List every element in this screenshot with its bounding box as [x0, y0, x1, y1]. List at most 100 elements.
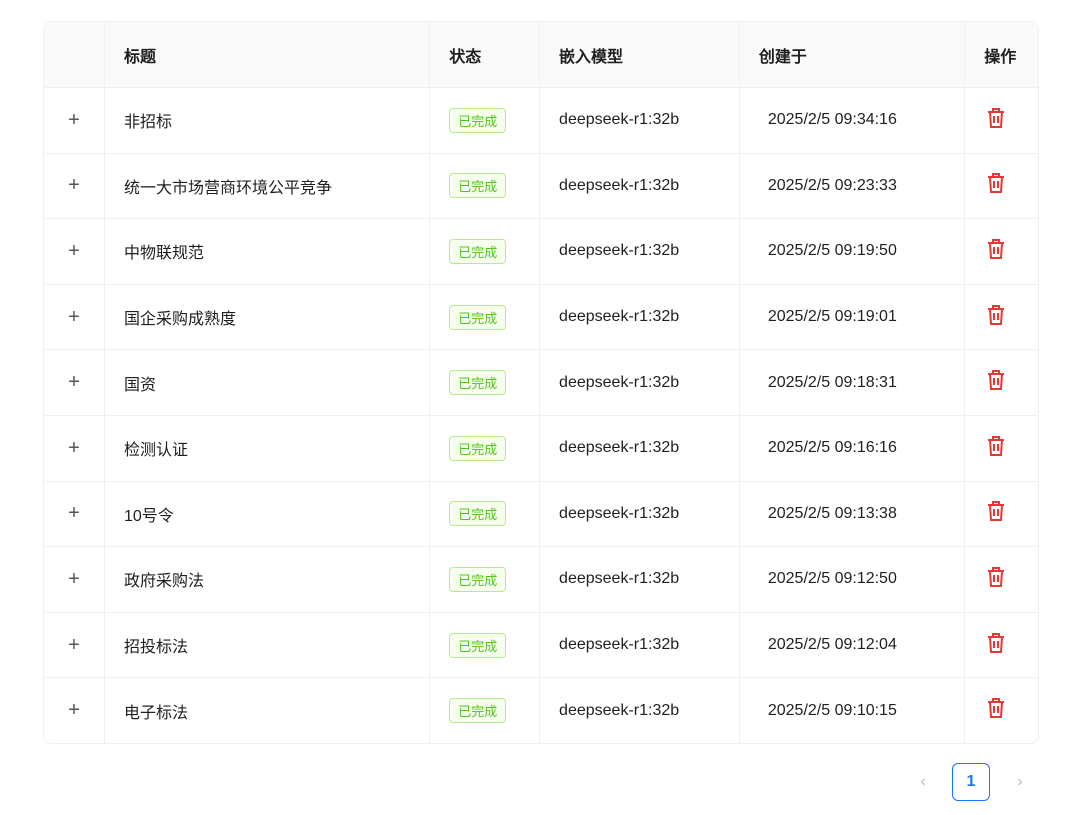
plus-icon[interactable]: + [68, 502, 80, 525]
action-cell [965, 285, 1038, 351]
column-header [44, 22, 105, 88]
trash-icon[interactable] [986, 435, 1006, 462]
status-badge: 已完成 [449, 173, 507, 199]
plus-icon[interactable]: + [68, 699, 80, 722]
status-cell: 已完成 [430, 153, 541, 220]
table-row: + 检测认证 已完成 deepseek-r1:32b 2025/2/5 09:1… [44, 415, 1038, 482]
status-badge: 已完成 [449, 435, 507, 461]
table-row: + 中物联规范 已完成 deepseek-r1:32b 2025/2/5 09:… [44, 219, 1038, 285]
model-cell: deepseek-r1:32b [540, 219, 740, 285]
model-cell: deepseek-r1:32b [540, 350, 740, 416]
action-cell [965, 350, 1038, 416]
action-cell [965, 613, 1038, 679]
trash-icon[interactable] [986, 172, 1006, 199]
title-cell: 招投标法 [105, 612, 431, 679]
title-cell: 国企采购成熟度 [105, 284, 431, 351]
status-cell: 已完成 [430, 678, 541, 743]
knowledge-base-table: 标题 状态 嵌入模型 创建于 操作 + 非招标 已完成 deepseek-r1:32b … [43, 21, 1039, 744]
status-badge: 已完成 [449, 238, 507, 264]
status-cell: 已完成 [430, 415, 541, 482]
title-cell: 非招标 [105, 88, 431, 154]
title-cell: 国资 [105, 350, 431, 416]
title-cell: 电子标法 [105, 678, 431, 743]
trash-icon[interactable] [986, 632, 1006, 659]
created-cell: 2025/2/5 09:19:01 [739, 284, 966, 351]
plus-icon[interactable]: + [68, 174, 80, 197]
model-cell: deepseek-r1:32b [540, 481, 740, 548]
plus-icon[interactable]: + [68, 239, 80, 262]
table-row: + 非招标 已完成 deepseek-r1:32b 2025/2/5 09:34… [44, 88, 1038, 154]
action-cell [965, 482, 1038, 548]
plus-icon[interactable]: + [68, 305, 80, 328]
status-cell: 已完成 [430, 219, 541, 285]
status-badge: 已完成 [449, 698, 507, 724]
prev-page-button[interactable]: ‹ [908, 763, 938, 801]
action-cell [965, 219, 1038, 285]
created-cell: 2025/2/5 09:19:50 [739, 219, 966, 285]
plus-icon[interactable]: + [68, 436, 80, 459]
table-row: + 政府采购法 已完成 deepseek-r1:32b 2025/2/5 09:… [44, 547, 1038, 613]
model-cell: deepseek-r1:32b [540, 284, 740, 351]
plus-icon[interactable]: + [68, 633, 80, 656]
trash-icon[interactable] [986, 566, 1006, 593]
trash-icon[interactable] [986, 369, 1006, 396]
title-cell: 检测认证 [105, 415, 431, 482]
created-cell: 2025/2/5 09:18:31 [739, 350, 966, 416]
created-cell: 2025/2/5 09:13:38 [739, 481, 966, 548]
column-header: 嵌入模型 [540, 22, 740, 88]
plus-icon[interactable]: + [68, 108, 80, 131]
title-cell: 中物联规范 [105, 219, 431, 285]
trash-icon[interactable] [986, 107, 1006, 134]
trash-icon[interactable] [986, 304, 1006, 331]
action-cell [965, 154, 1038, 220]
status-badge: 已完成 [449, 370, 507, 396]
action-cell [965, 416, 1038, 482]
created-cell: 2025/2/5 09:10:15 [740, 678, 966, 743]
created-cell: 2025/2/5 09:23:33 [739, 153, 966, 220]
table-row: + 统一大市场营商环境公平竞争 已完成 deepseek-r1:32b 2025… [44, 153, 1038, 220]
title-cell: 统一大市场营商环境公平竞争 [105, 153, 431, 220]
table-row: + 国资 已完成 deepseek-r1:32b 2025/2/5 09:18:… [44, 350, 1038, 416]
trash-icon[interactable] [986, 500, 1006, 527]
status-cell: 已完成 [430, 612, 541, 679]
model-cell: deepseek-r1:32b [540, 153, 740, 220]
status-badge: 已完成 [449, 632, 507, 658]
model-cell: deepseek-r1:32b [540, 612, 740, 679]
model-cell: deepseek-r1:32b [540, 678, 740, 743]
table-row: + 国企采购成熟度 已完成 deepseek-r1:32b 2025/2/5 0… [44, 284, 1038, 351]
status-cell: 已完成 [430, 284, 541, 351]
action-cell [965, 547, 1038, 613]
title-cell: 10号令 [105, 481, 431, 548]
created-cell: 2025/2/5 09:12:50 [739, 547, 966, 613]
status-cell: 已完成 [430, 350, 541, 416]
column-header: 创建于 [739, 22, 966, 88]
model-cell: deepseek-r1:32b [540, 415, 740, 482]
status-badge: 已完成 [449, 304, 507, 330]
status-cell: 已完成 [430, 88, 541, 154]
created-cell: 2025/2/5 09:12:04 [739, 612, 966, 679]
status-cell: 已完成 [430, 481, 541, 548]
plus-icon[interactable]: + [68, 371, 80, 394]
status-badge: 已完成 [449, 566, 507, 592]
table-header: 标题 状态 嵌入模型 创建于 操作 [44, 22, 1038, 88]
trash-icon[interactable] [986, 697, 1006, 724]
table-row: + 10号令 已完成 deepseek-r1:32b 2025/2/5 09:1… [44, 481, 1038, 548]
trash-icon[interactable] [986, 238, 1006, 265]
table-row: + 电子标法 已完成 deepseek-r1:32b 2025/2/5 09:1… [44, 678, 1038, 743]
model-cell: deepseek-r1:32b [540, 88, 740, 154]
page-1-button[interactable]: 1 [952, 763, 990, 801]
column-header: 标题 [105, 22, 431, 88]
action-cell [965, 88, 1038, 154]
created-cell: 2025/2/5 09:34:16 [739, 88, 966, 154]
plus-icon[interactable]: + [68, 567, 80, 590]
title-cell: 政府采购法 [105, 547, 431, 613]
chevron-left-icon: ‹ [920, 773, 926, 790]
column-header: 操作 [965, 22, 1038, 88]
action-cell [965, 678, 1038, 743]
next-page-button[interactable]: › [1005, 763, 1035, 801]
model-cell: deepseek-r1:32b [540, 547, 740, 613]
status-badge: 已完成 [449, 501, 507, 527]
created-cell: 2025/2/5 09:16:16 [739, 415, 966, 482]
status-cell: 已完成 [430, 547, 541, 613]
table-row: + 招投标法 已完成 deepseek-r1:32b 2025/2/5 09:1… [44, 612, 1038, 679]
